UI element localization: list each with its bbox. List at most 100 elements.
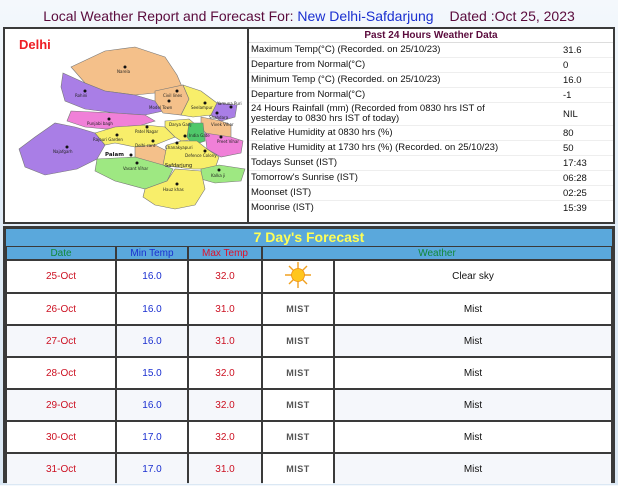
svg-text:Seelampur: Seelampur [191, 105, 213, 110]
weather-icon-cell: MIST [263, 422, 333, 452]
forecast-min-temp: 16.0 [117, 390, 187, 420]
svg-text:Kalka ji: Kalka ji [211, 173, 225, 178]
mist-icon: MIST [286, 367, 310, 378]
delhi-map: Narela Rohini Civil lines Model Town See… [5, 29, 249, 222]
forecast-weather: Mist [335, 326, 611, 356]
top-section: Narela Rohini Civil lines Model Town See… [3, 27, 615, 224]
forecast-date: 26-Oct [7, 294, 115, 324]
forecast-weather: Clear sky [335, 261, 611, 292]
forecast-row: 25-Oct 16.0 32.0 Clear sky [7, 261, 611, 292]
forecast-min-temp: 17.0 [117, 454, 187, 484]
forecast-date: 31-Oct [7, 454, 115, 484]
svg-text:Patel Nagar: Patel Nagar [135, 129, 159, 134]
forecast-row: 29-Oct 16.0 32.0 MIST Mist [7, 390, 611, 420]
row-label: Maximum Temp(°C) (Recorded. on 25/10/23) [251, 44, 441, 55]
svg-text:Model Town: Model Town [149, 105, 173, 110]
forecast-max-temp: 32.0 [189, 422, 261, 452]
weather-icon-cell: MIST [263, 390, 333, 420]
svg-text:Vasant Vihar: Vasant Vihar [123, 166, 149, 171]
forecast-min-temp: 16.0 [117, 261, 187, 292]
map-title: Delhi [19, 37, 51, 52]
forecast-date: 25-Oct [7, 261, 115, 292]
forecast-max-temp: 31.0 [189, 326, 261, 356]
data-row-min-departure: Departure from Normal(°C) -1 [249, 88, 613, 103]
row-value: NIL [563, 108, 578, 120]
data-row-max-temp: Maximum Temp(°C) (Recorded. on 25/10/23)… [249, 43, 613, 58]
row-value: 50 [563, 142, 574, 154]
row-label: Relative Humidity at 0830 hrs (%) [251, 127, 393, 138]
row-value: 80 [563, 127, 574, 139]
header-weather: Weather [263, 247, 611, 259]
svg-text:Narela: Narela [117, 69, 131, 74]
svg-text:Delhi cant: Delhi cant [135, 143, 156, 148]
row-label: Departure from Normal(°C) [251, 59, 366, 70]
forecast-row: 27-Oct 16.0 31.0 MIST Mist [7, 326, 611, 356]
svg-text:Shahdara: Shahdara [209, 115, 229, 120]
forecast-weather: Mist [335, 294, 611, 324]
data-row-sunrise: Tomorrow's Sunrise (IST) 06:28 [249, 171, 613, 186]
forecast-max-temp: 32.0 [189, 358, 261, 388]
svg-text:Vivek Vihar: Vivek Vihar [211, 122, 234, 127]
svg-text:Rohini: Rohini [75, 93, 87, 98]
report-date: Dated :Oct 25, 2023 [449, 8, 575, 24]
forecast-row: 26-Oct 16.0 31.0 MIST Mist [7, 294, 611, 324]
row-value: 06:28 [563, 172, 587, 184]
svg-text:Hauz khas: Hauz khas [163, 187, 184, 192]
forecast-row: 31-Oct 17.0 31.0 MIST Mist [7, 454, 611, 484]
forecast-min-temp: 15.0 [117, 358, 187, 388]
row-value: 16.0 [563, 74, 582, 86]
row-label: Minimum Temp (°C) (Recorded. on 25/10/23… [251, 74, 441, 85]
mist-icon: MIST [286, 431, 310, 442]
forecast-date: 29-Oct [7, 390, 115, 420]
forecast-max-temp: 32.0 [189, 261, 261, 292]
svg-text:Defence Colony: Defence Colony [185, 153, 217, 158]
forecast-weather: Mist [335, 454, 611, 484]
data-row-moonrise: Moonrise (IST) 15:39 [249, 201, 613, 215]
forecast-min-temp: 16.0 [117, 294, 187, 324]
sun-icon [285, 262, 311, 288]
forecast-max-temp: 31.0 [189, 454, 261, 484]
svg-text:Chanakyapuri: Chanakyapuri [165, 145, 193, 150]
data-row-humidity-0830: Relative Humidity at 0830 hrs (%) 80 [249, 126, 613, 141]
data-row-sunset: Todays Sunset (IST) 17:43 [249, 156, 613, 171]
mist-icon: MIST [286, 335, 310, 346]
row-value: -1 [563, 89, 572, 101]
data-row-min-temp: Minimum Temp (°C) (Recorded. on 25/10/23… [249, 73, 613, 88]
row-value: 17:43 [563, 157, 587, 169]
forecast-title: 7 Day's Forecast [6, 229, 612, 246]
row-label: Relative Humidity at 1730 hrs (%) (Recor… [251, 142, 499, 153]
mist-icon: MIST [286, 303, 310, 314]
forecast-date: 28-Oct [7, 358, 115, 388]
forecast-min-temp: 17.0 [117, 422, 187, 452]
forecast-date: 27-Oct [7, 326, 115, 356]
row-value: 0 [563, 59, 569, 71]
header-min-temp: Min Temp [117, 247, 187, 259]
row-label: 24 Hours Rainfall (mm) (Recorded from 08… [251, 103, 485, 124]
data-row-rainfall: 24 Hours Rainfall (mm) (Recorded from 08… [249, 103, 613, 126]
mist-icon: MIST [286, 463, 310, 474]
page-title: Local Weather Report and Forecast For: N… [0, 8, 618, 24]
past-24h-title: Past 24 Hours Weather Data [249, 29, 613, 43]
svg-text:Najafgarh: Najafgarh [53, 149, 73, 154]
station-name: New Delhi-Safdarjung [297, 8, 434, 24]
delhi-map-image: Narela Rohini Civil lines Model Town See… [18, 46, 246, 210]
forecast-min-temp: 16.0 [117, 326, 187, 356]
weather-icon-cell: MIST [263, 454, 333, 484]
forecast-weather: Mist [335, 422, 611, 452]
row-label: Moonset (IST) [251, 187, 312, 198]
svg-text:Preet Vihar: Preet Vihar [217, 139, 239, 144]
header-max-temp: Max Temp [189, 247, 261, 259]
header-date: Date [7, 247, 115, 259]
forecast-weather: Mist [335, 358, 611, 388]
svg-text:India Gate: India Gate [189, 133, 210, 138]
row-value: 31.6 [563, 44, 582, 56]
row-label: Departure from Normal(°C) [251, 89, 366, 100]
weather-icon-cell: MIST [263, 358, 333, 388]
title-prefix: Local Weather Report and Forecast For: [43, 8, 294, 24]
forecast-max-temp: 32.0 [189, 390, 261, 420]
svg-text:Darya Ganj: Darya Ganj [169, 122, 191, 127]
forecast-header-row: Date Min Temp Max Temp Weather [7, 247, 611, 259]
row-value: 02:25 [563, 187, 587, 199]
forecast-row: 28-Oct 15.0 32.0 MIST Mist [7, 358, 611, 388]
past-24h-panel: Past 24 Hours Weather Data Maximum Temp(… [249, 29, 613, 222]
